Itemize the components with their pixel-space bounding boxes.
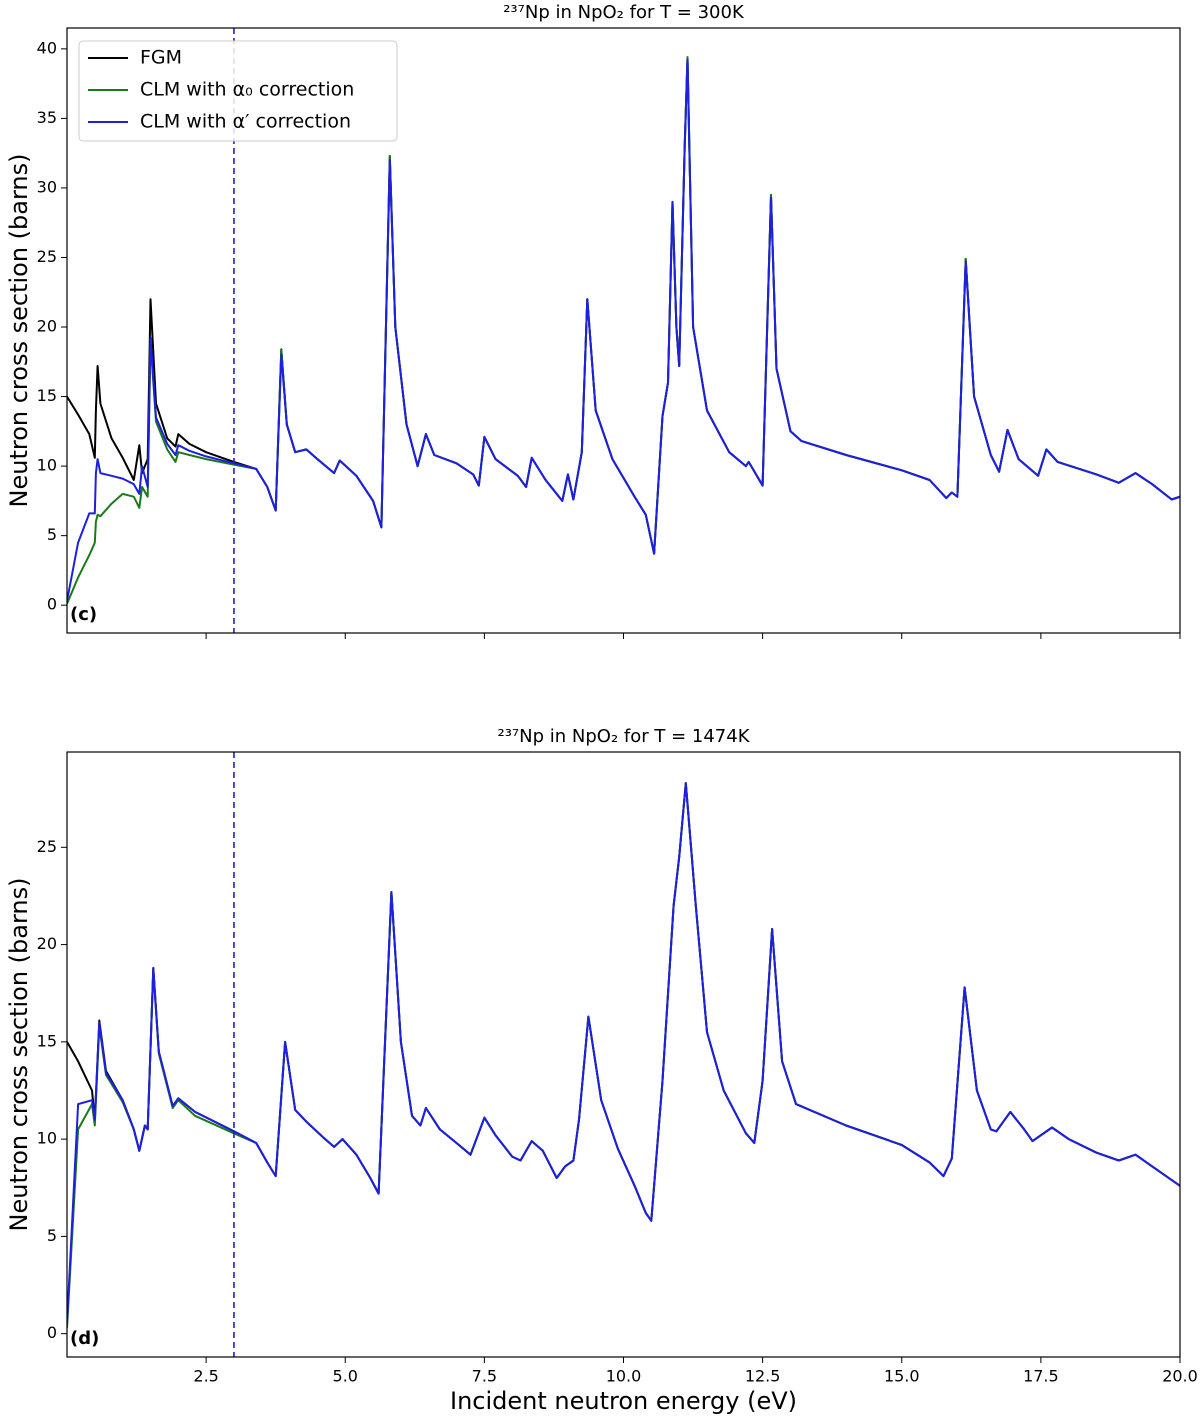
x-tick-label: 7.5 <box>472 1367 497 1386</box>
plot-frame <box>66 27 1181 634</box>
panel-label: (d) <box>70 1328 99 1349</box>
y-tick-label: 20 <box>37 934 57 953</box>
y-tick-label: 30 <box>37 177 57 196</box>
series-group <box>67 56 1180 605</box>
y-tick-label: 0 <box>47 595 57 614</box>
y-tick-label: 35 <box>37 108 57 127</box>
x-tick-label: 5.0 <box>333 1367 358 1386</box>
x-tick-label: 2.5 <box>193 1367 218 1386</box>
x-tick-label: 17.5 <box>1023 1367 1059 1386</box>
legend-box <box>78 40 398 142</box>
chart-title: ²³⁷Np in NpO₂ for T = 1474K <box>498 726 751 747</box>
series-line <box>67 59 1180 602</box>
legend-label: FGM <box>140 47 182 69</box>
x-axis-label: Incident neutron energy (eV) <box>450 1387 797 1415</box>
y-tick-label: 25 <box>37 837 57 856</box>
series-line <box>67 782 1180 1324</box>
series-group <box>67 782 1180 1328</box>
x-tick-label: 10.0 <box>606 1367 642 1386</box>
panel-label: (c) <box>70 604 97 625</box>
y-tick-label: 15 <box>37 386 57 405</box>
y-tick-label: 10 <box>37 456 57 475</box>
y-tick-label: 5 <box>47 525 57 544</box>
legend-label: CLM with α′ correction <box>140 111 351 133</box>
y-tick-label: 20 <box>37 317 57 336</box>
plot-frame <box>66 751 1181 1358</box>
x-tick-label: 15.0 <box>884 1367 920 1386</box>
chart-title: ²³⁷Np in NpO₂ for T = 300K <box>503 2 745 23</box>
y-tick-label: 15 <box>37 1031 57 1050</box>
y-tick-label: 5 <box>47 1226 57 1245</box>
y-axis-label: Neutron cross section (barns) <box>5 154 33 508</box>
x-tick-label: 20.0 <box>1162 1367 1198 1386</box>
x-tick-label: 12.5 <box>745 1367 781 1386</box>
y-tick-label: 25 <box>37 247 57 266</box>
y-axis-label: Neutron cross section (barns) <box>5 878 33 1232</box>
legend-label: CLM with α₀ correction <box>140 79 354 101</box>
y-tick-label: 40 <box>37 38 57 57</box>
y-tick-label: 0 <box>47 1323 57 1342</box>
y-tick-label: 10 <box>37 1129 57 1148</box>
